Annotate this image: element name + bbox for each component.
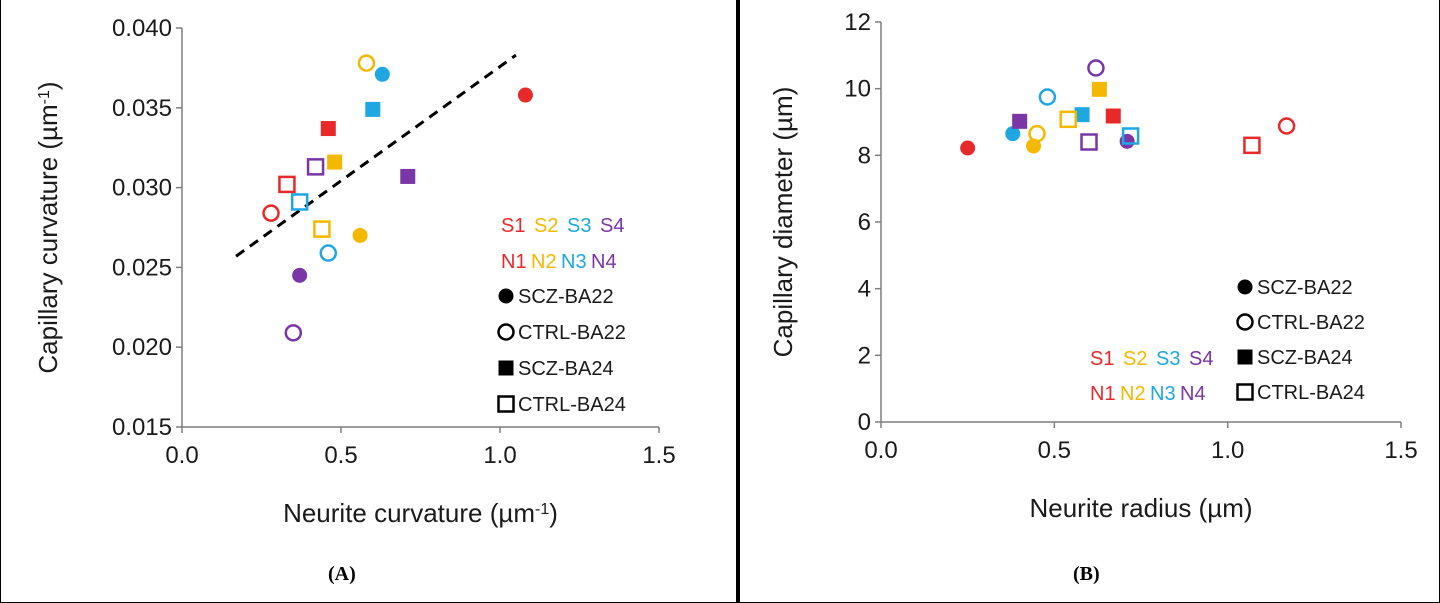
data-point-ctrl-ba22 — [1087, 59, 1105, 77]
data-point-ctrl-ba22 — [1038, 88, 1057, 106]
data-point-ctrl-ba22 — [319, 244, 338, 262]
x-axis-label: Neurite radius (µm) — [1029, 493, 1252, 523]
y-tick-label: 0.020 — [112, 334, 172, 361]
x-tick-label: 0.5 — [324, 442, 357, 469]
key-n-label: N3 — [561, 251, 587, 273]
key-s-label: S2 — [1123, 348, 1147, 370]
x-tick-label: 0.0 — [864, 437, 897, 464]
key-n-label: N2 — [531, 251, 557, 273]
legend-marker — [498, 288, 514, 304]
data-point-scz-ba22 — [517, 87, 533, 103]
y-tick-label: 4 — [858, 276, 871, 303]
legend-marker — [1237, 279, 1253, 295]
chart-b: 0 2 4 6 8 10 12 0.0 0.5 1.0 1.5 Neurite radius (µm)… — [768, 9, 1418, 523]
chart-a: 0.015 0.020 0.025 0.030 0.035 0.040 0.0 0.5 1.0 1… — [33, 15, 676, 528]
key-s-label: S3 — [1156, 348, 1180, 370]
y-tick-label: 0.015 — [112, 414, 172, 441]
trendline — [235, 53, 517, 258]
key-s-label: S3 — [567, 215, 591, 237]
key-s-label: S1 — [501, 215, 525, 237]
x-tick-label: 1.0 — [483, 442, 516, 469]
panel-a: 0.015 0.020 0.025 0.030 0.035 0.040 0.0 0.5 1.0 1… — [1, 0, 736, 602]
legend-marker — [497, 323, 515, 341]
data-point-ctrl-ba24 — [1059, 110, 1077, 129]
data-point-ctrl-ba24 — [290, 193, 309, 211]
x-tick-label: 1.0 — [1211, 437, 1244, 464]
legend-marker — [497, 395, 515, 413]
x-tick-label: 1.5 — [1384, 437, 1417, 464]
data-point-scz-ba24 — [365, 101, 381, 117]
legend-label: CTRL-BA24 — [518, 394, 626, 416]
data-point-scz-ba24 — [1105, 108, 1121, 124]
y-tick-label: 0.025 — [112, 254, 172, 281]
data-point-ctrl-ba22 — [1277, 117, 1296, 135]
key-s-label: S4 — [1189, 348, 1213, 370]
legend-label: SCZ-BA22 — [1257, 277, 1353, 299]
data-point-scz-ba22 — [960, 140, 976, 156]
key-n-label: N1 — [501, 251, 527, 273]
legend-label: SCZ-BA24 — [518, 358, 614, 380]
y-tick-label: 0.030 — [112, 175, 172, 202]
data-point-ctrl-ba22 — [262, 204, 280, 222]
data-point-scz-ba24 — [1012, 113, 1028, 129]
x-tick-label: 0.0 — [165, 442, 198, 469]
legend-label: CTRL-BA22 — [1257, 312, 1365, 334]
y-tick-label: 8 — [858, 142, 871, 169]
y-tick-label: 2 — [858, 342, 871, 369]
data-point-ctrl-ba24 — [1080, 133, 1098, 151]
data-point-ctrl-ba24 — [1243, 136, 1261, 155]
data-point-scz-ba24 — [327, 154, 343, 170]
y-axis-label: Capillary curvature (µm-1) — [33, 81, 63, 373]
legend-marker — [1236, 313, 1254, 331]
data-point-scz-ba24 — [1091, 81, 1107, 97]
data-point-scz-ba22 — [374, 66, 390, 82]
legend-marker — [1236, 383, 1254, 401]
key-n-label: N4 — [1180, 383, 1206, 405]
x-tick-label: 0.5 — [1038, 437, 1071, 464]
data-point-scz-ba24 — [400, 168, 416, 184]
legend-label: SCZ-BA24 — [1257, 347, 1353, 369]
data-point-ctrl-ba22 — [1028, 124, 1046, 143]
key-n-label: N4 — [591, 251, 617, 273]
y-axis-label: Capillary diameter (µm) — [768, 87, 798, 358]
data-point-scz-ba22 — [352, 227, 368, 243]
data-point-ctrl-ba24 — [313, 220, 331, 238]
legend-marker — [1237, 349, 1253, 365]
data-point-ctrl-ba24 — [278, 175, 296, 194]
legend-marker — [498, 360, 514, 376]
legend-label: CTRL-BA24 — [1257, 382, 1365, 404]
data-point-ctrl-ba22 — [284, 324, 303, 342]
legend-label: SCZ-BA22 — [518, 286, 614, 308]
data-point-ctrl-ba22 — [357, 54, 376, 72]
panel-label-b: (B) — [1073, 563, 1100, 585]
panel-b: 0 2 4 6 8 10 12 0.0 0.5 1.0 1.5 Neurite radius (µm)… — [740, 0, 1439, 602]
key-n-label: N1 — [1090, 383, 1116, 405]
x-axis-label: Neurite curvature (µm-1) — [283, 498, 558, 528]
key-s-label: S4 — [600, 215, 624, 237]
data-point-scz-ba22 — [1005, 126, 1021, 142]
key-n-label: N2 — [1120, 383, 1146, 405]
y-tick-label: 0 — [858, 409, 871, 436]
key-s-label: S1 — [1090, 348, 1114, 370]
data-point-scz-ba24 — [320, 121, 336, 137]
y-tick-label: 10 — [844, 76, 871, 103]
y-tick-label: 0.035 — [112, 95, 172, 122]
data-point-scz-ba22 — [292, 267, 308, 283]
key-n-label: N3 — [1150, 383, 1176, 405]
data-point-scz-ba24 — [1074, 107, 1090, 123]
y-tick-label: 0.040 — [112, 15, 172, 42]
panel-label-a: (A) — [328, 563, 356, 585]
data-point-ctrl-ba24 — [306, 158, 325, 176]
key-s-label: S2 — [534, 215, 558, 237]
y-tick-label: 12 — [844, 9, 871, 36]
data-point-ctrl-ba24 — [1121, 127, 1140, 145]
legend-label: CTRL-BA22 — [518, 322, 626, 344]
y-tick-label: 6 — [858, 209, 871, 236]
x-tick-label: 1.5 — [642, 442, 675, 469]
